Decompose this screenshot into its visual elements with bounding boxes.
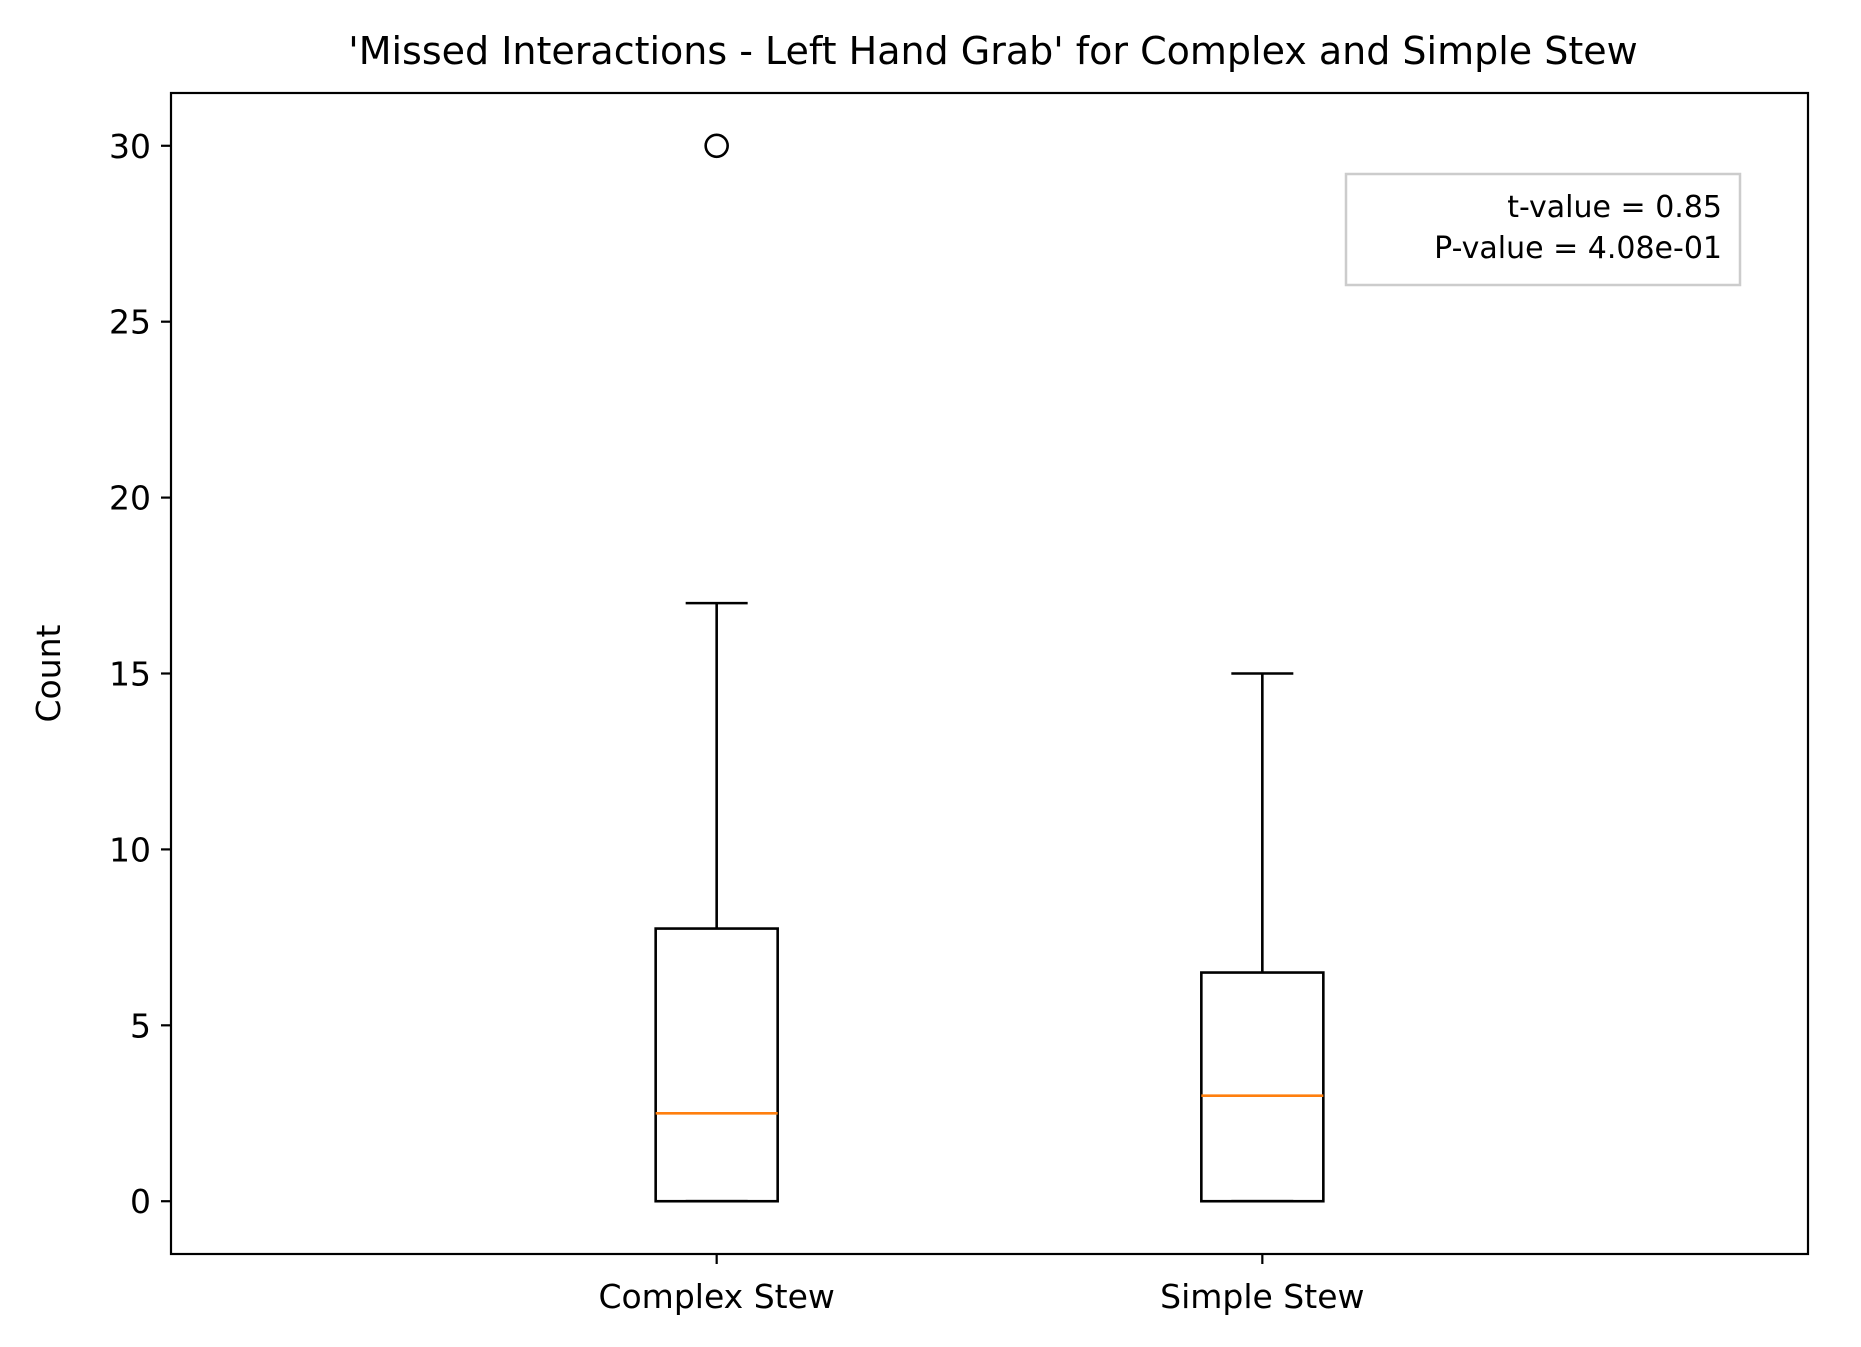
stats-annotation-box [1344,172,1742,287]
y-tick-label: 10 [109,830,151,869]
box-series [654,133,1325,1203]
plot-area-frame [169,91,1810,1256]
p-value-text: P-value = 4.08e-01 [1434,231,1722,266]
y-axis: 0 5 10 15 20 25 30 [109,127,171,1221]
t-value-text: t-value = 0.85 [1507,190,1722,225]
y-tick-label: 15 [109,655,151,694]
x-axis: Complex Stew Simple Stew [598,1254,1365,1316]
box-simple-stew [1200,672,1325,1203]
x-tick-label: Complex Stew [598,1277,834,1316]
stats-annotation: t-value = 0.85 P-value = 4.08e-01 [1344,172,1742,287]
y-axis-label: Count [29,624,68,722]
box-complex-stew [654,133,779,1203]
box-body [1200,971,1325,1203]
chart-title: 'Missed Interactions - Left Hand Grab' f… [348,29,1637,73]
y-tick-label: 25 [109,303,151,342]
box-body [654,927,779,1203]
y-tick-label: 20 [109,479,151,518]
y-tick-label: 30 [109,127,151,166]
y-tick-label: 5 [130,1006,151,1045]
x-tick-label: Simple Stew [1160,1277,1364,1316]
outlier-point [704,133,729,159]
y-tick-label: 0 [130,1182,151,1221]
